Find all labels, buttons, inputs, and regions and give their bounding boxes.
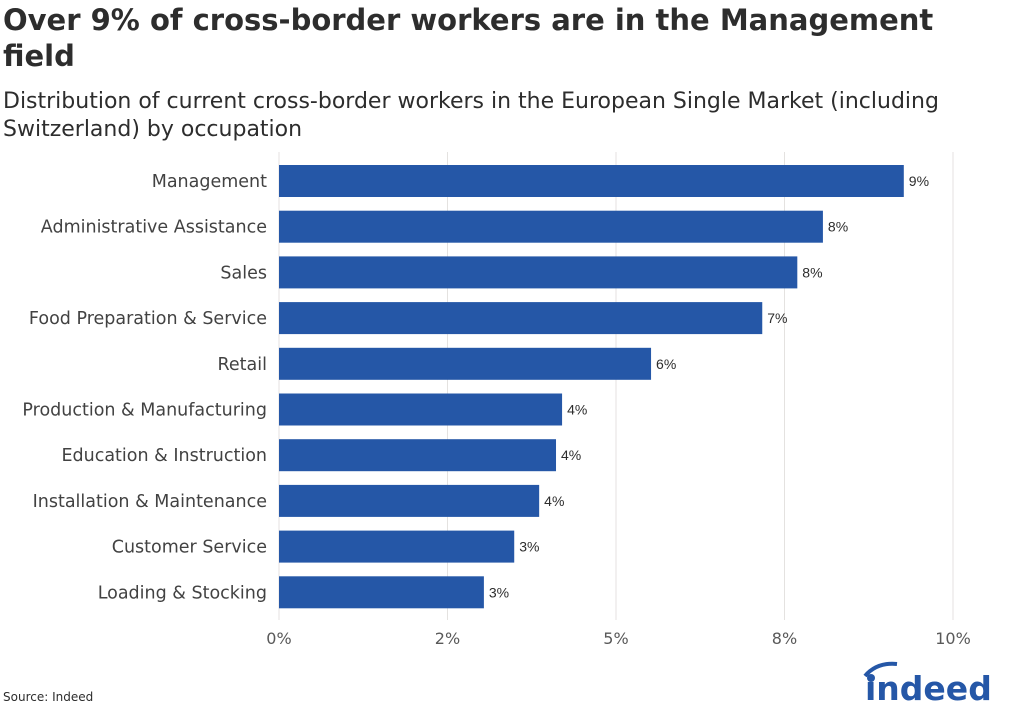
bar [279, 256, 798, 289]
x-tick-label: 10% [935, 629, 971, 648]
indeed-logo: ındeed [863, 661, 992, 706]
category-label: Production & Manufacturing [22, 401, 267, 421]
data-label: 4% [544, 493, 564, 509]
bar [279, 484, 540, 517]
bar [279, 210, 823, 243]
bar [279, 439, 557, 472]
category-label: Retail [218, 355, 267, 375]
category-label: Installation & Maintenance [33, 492, 267, 512]
data-label: 6% [656, 356, 676, 372]
data-label: 7% [767, 310, 787, 326]
category-label: Sales [220, 263, 267, 283]
data-label: 3% [489, 584, 509, 600]
x-tick-label: 2% [435, 629, 460, 648]
category-label: Management [152, 172, 267, 192]
data-label: 9% [909, 173, 929, 189]
category-label: Education & Instruction [61, 446, 267, 466]
chart-title: Over 9% of cross-border workers are in t… [3, 3, 934, 73]
data-label: 4% [567, 402, 587, 418]
data-label: 8% [828, 219, 848, 235]
category-label: Administrative Assistance [41, 218, 267, 238]
x-tick-label: 0% [266, 629, 291, 648]
category-label: Customer Service [112, 538, 267, 558]
svg-text:ındeed: ındeed [865, 669, 992, 706]
data-label: 8% [802, 264, 822, 280]
bar [279, 576, 484, 609]
x-tick-label: 8% [772, 629, 797, 648]
category-label: Loading & Stocking [98, 583, 267, 603]
chart-subtitle: Distribution of current cross-border wor… [3, 89, 939, 142]
data-label: 4% [561, 447, 581, 463]
bar [279, 165, 904, 197]
data-label: 3% [519, 539, 539, 555]
bar [279, 530, 515, 563]
bar [279, 347, 652, 380]
bar [279, 393, 563, 426]
bar [279, 302, 763, 335]
category-label: Food Preparation & Service [29, 309, 267, 329]
source-note: Source: Indeed [3, 690, 94, 704]
x-tick-label: 5% [603, 629, 628, 648]
